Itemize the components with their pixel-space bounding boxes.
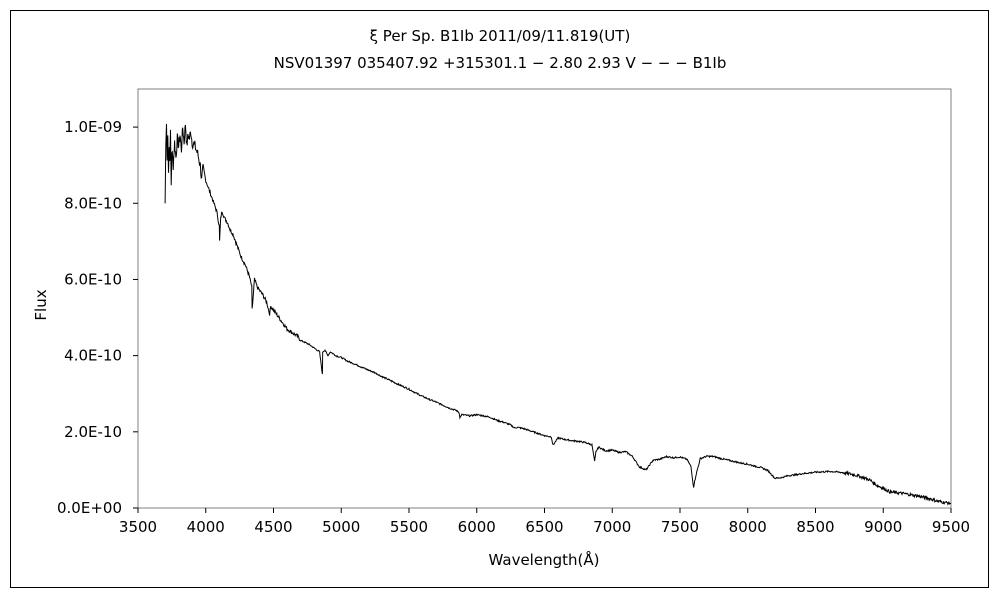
- x-tick-label: 9500: [932, 518, 970, 536]
- y-tick-label: 0.0E+00: [57, 499, 122, 517]
- chart-subtitle: NSV01397 035407.92 +315301.1 − 2.80 2.93…: [274, 54, 727, 72]
- y-tick-label: 1.0E-09: [64, 118, 122, 136]
- x-tick-label: 8000: [729, 518, 767, 536]
- x-tick-label: 6500: [525, 518, 563, 536]
- x-tick-label: 3500: [119, 518, 157, 536]
- x-tick-label: 5000: [322, 518, 360, 536]
- y-tick-label: 6.0E-10: [64, 270, 122, 288]
- y-tick-label: 4.0E-10: [64, 347, 122, 365]
- spectrum-series: [164, 123, 952, 506]
- x-tick-label: 7000: [593, 518, 631, 536]
- x-tick-label: 6000: [458, 518, 496, 536]
- x-axis-label: Wavelength(Å): [489, 550, 600, 569]
- y-axis-label: Flux: [32, 289, 50, 320]
- spectrum-line: [164, 123, 952, 506]
- x-tick-label: 4000: [187, 518, 225, 536]
- x-axis: 3500 4000 4500 5000 5500 6000 6500 7000 7500 8000…: [119, 508, 970, 536]
- y-axis: 0.0E+00 2.0E-10 4.0E-10 6.0E-10 8.0E-10 1.0E-…: [57, 118, 138, 517]
- y-tick-label: 2.0E-10: [64, 423, 122, 441]
- x-tick-label: 5500: [390, 518, 428, 536]
- plot-area: [137, 88, 952, 509]
- x-tick-label: 4500: [254, 518, 292, 536]
- x-tick-label: 7500: [661, 518, 699, 536]
- x-tick-label: 8500: [796, 518, 834, 536]
- chart-title: ξ Per Sp. B1Ib 2011/09/11.819(UT): [370, 27, 631, 45]
- y-tick-label: 8.0E-10: [64, 194, 122, 212]
- x-tick-label: 9000: [864, 518, 902, 536]
